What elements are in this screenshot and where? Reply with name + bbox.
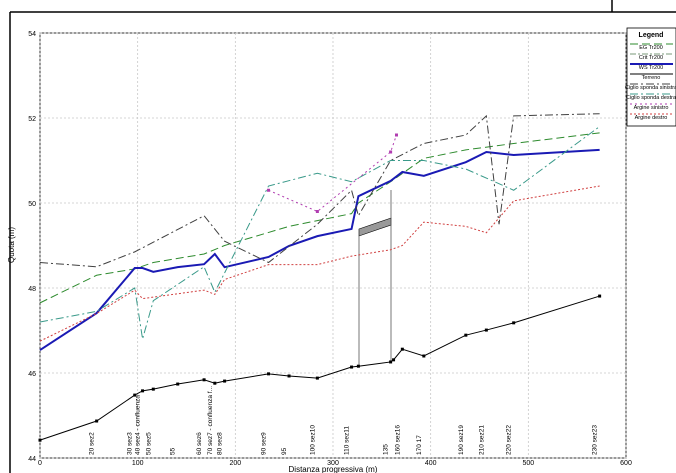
legend-label: Ciglio sponda sinistra bbox=[625, 85, 676, 91]
series-point bbox=[392, 358, 396, 362]
section-label: 100 sez10 bbox=[309, 425, 316, 455]
series-point bbox=[484, 328, 488, 332]
x-tick-label: 600 bbox=[620, 460, 632, 467]
section-label: 90 sez9 bbox=[261, 432, 268, 455]
section-label: 70 sez7 - confluenza f... bbox=[207, 386, 214, 455]
section-label: 190 sez19 bbox=[458, 425, 465, 455]
section-label: 210 sez21 bbox=[478, 425, 485, 455]
x-tick-label: 300 bbox=[327, 460, 339, 467]
x-tick-label: 200 bbox=[229, 460, 241, 467]
section-label: 30 sez3 bbox=[127, 432, 134, 455]
section-label: 135 bbox=[383, 444, 390, 455]
section-label: 110 sez11 bbox=[344, 426, 351, 455]
legend-label: Crit Tr200 bbox=[639, 55, 663, 61]
x-axis-label: Distanza progressiva (m) bbox=[289, 465, 378, 473]
legend-label: Argine sinistro bbox=[634, 105, 669, 111]
y-axis-label: Quota (m) bbox=[7, 227, 16, 263]
series-line bbox=[268, 134, 397, 213]
legend-label: Argine destro bbox=[635, 115, 668, 121]
section-label: 50 sez5 bbox=[145, 432, 152, 455]
section-label: 80 sez8 bbox=[217, 432, 224, 455]
series-point bbox=[389, 150, 393, 154]
series-point bbox=[464, 333, 468, 337]
legend-label: Terreno bbox=[642, 75, 661, 81]
series-point bbox=[356, 364, 360, 368]
series-point bbox=[350, 365, 354, 369]
y-tick-label: 48 bbox=[28, 286, 36, 293]
legend-title: Legend bbox=[639, 32, 664, 39]
y-tick-label: 50 bbox=[28, 201, 36, 208]
y-tick-label: 52 bbox=[28, 116, 36, 123]
y-tick-label: 54 bbox=[28, 31, 36, 38]
series-point bbox=[267, 188, 271, 192]
series-line bbox=[39, 295, 600, 441]
x-tick-label: 500 bbox=[522, 460, 534, 467]
series-point bbox=[267, 372, 271, 376]
series-point bbox=[141, 389, 145, 393]
section-label: 170 17 bbox=[416, 435, 423, 455]
x-tick-label: 400 bbox=[425, 460, 437, 467]
series-point bbox=[213, 381, 217, 385]
series-point bbox=[400, 347, 404, 351]
section-label: 40 sez4 - confluenza bbox=[135, 395, 142, 455]
section-label: 230 sez23 bbox=[592, 425, 599, 455]
series-point bbox=[315, 376, 319, 380]
section-label: 55 bbox=[170, 447, 177, 455]
series-point bbox=[133, 393, 137, 397]
series-line bbox=[39, 132, 600, 304]
legend-label: EG Tr200 bbox=[639, 45, 663, 51]
series-point bbox=[38, 438, 42, 442]
series-line bbox=[39, 113, 600, 268]
series-point bbox=[95, 419, 99, 423]
section-label: 60 sez6 bbox=[196, 432, 203, 455]
y-tick-label: 46 bbox=[28, 371, 36, 378]
series-point bbox=[176, 382, 180, 386]
series-point bbox=[598, 294, 602, 298]
section-label: 95 bbox=[281, 447, 288, 455]
y-tick-label: 44 bbox=[28, 456, 36, 463]
x-tick-label: 100 bbox=[132, 460, 144, 467]
series-point bbox=[389, 360, 393, 364]
series-point bbox=[223, 379, 227, 383]
series-point bbox=[151, 387, 155, 391]
series-point bbox=[287, 374, 291, 378]
section-label: 220 sez22 bbox=[506, 425, 513, 455]
series-point bbox=[315, 210, 319, 213]
series-point bbox=[394, 133, 398, 137]
series-point bbox=[512, 321, 516, 325]
section-label: 160 sez16 bbox=[394, 425, 401, 455]
series-line bbox=[39, 126, 600, 340]
section-label: 20 sez2 bbox=[89, 432, 96, 455]
x-tick-label: 0 bbox=[38, 460, 42, 467]
series-point bbox=[422, 354, 426, 358]
legend-label: WS Tr200 bbox=[639, 65, 663, 71]
series-point bbox=[202, 378, 206, 382]
series-line bbox=[39, 185, 600, 342]
legend-label: Ciglio sponda destra bbox=[626, 95, 676, 101]
